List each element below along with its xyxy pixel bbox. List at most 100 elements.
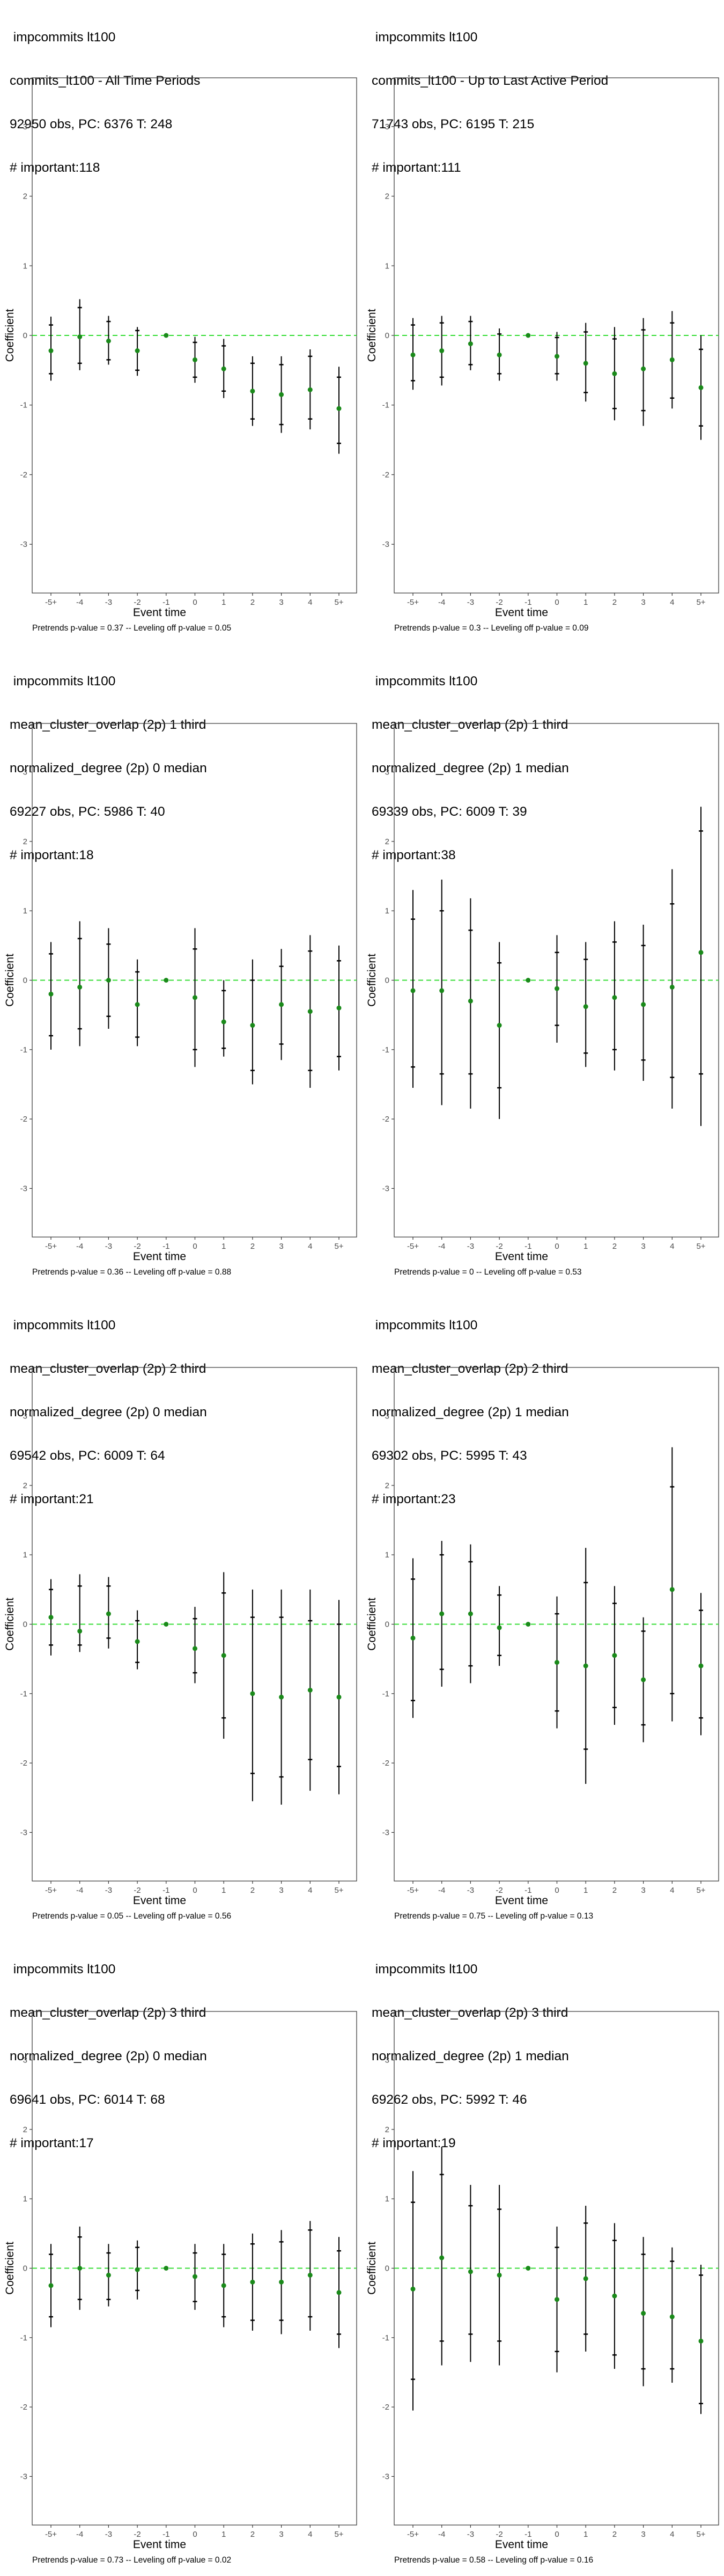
x-tick-label: 2 (612, 1242, 617, 1251)
title-line: 92950 obs, PC: 6376 T: 248 (10, 117, 173, 131)
y-tick-label: 0 (23, 331, 27, 340)
x-tick-label: 0 (193, 1242, 197, 1251)
x-tick-label: -5+ (407, 2530, 419, 2539)
y-axis-label: Coefficient (4, 1598, 16, 1651)
x-tick-label: -5+ (407, 1242, 419, 1251)
x-tick-label: 5+ (334, 1242, 343, 1251)
x-tick-label: 4 (308, 1242, 312, 1251)
x-tick-label: 0 (193, 1886, 197, 1895)
event-study-chart: 3 2 1 0 -1 -2 -3 Coefficient -5+ -4 -3 -2 -1 0 1 2 3 4 5+ E… (366, 77, 719, 619)
x-tick-label: 0 (193, 2530, 197, 2539)
y-tick-label: 3 (23, 122, 27, 131)
x-tick-label: 4 (670, 1242, 674, 1251)
x-tick-label: 4 (670, 1886, 674, 1895)
x-tick-label: -3 (467, 1886, 474, 1895)
y-tick-label: -2 (20, 2403, 27, 2412)
x-axis-label: Event time (133, 606, 186, 619)
y-tick-label: 2 (385, 2125, 389, 2134)
panel-commits-all-time: impcommits lt100 commits_lt100 - All Tim… (0, 0, 362, 644)
x-tick-label: 3 (279, 2530, 283, 2539)
y-tick-label: 3 (385, 2056, 389, 2065)
y-tick-label: -2 (382, 1115, 389, 1124)
x-tick-label: -4 (438, 1886, 445, 1895)
x-tick-label: 1 (583, 1242, 588, 1251)
estimate-point (612, 371, 617, 376)
x-tick-label: 2 (250, 598, 255, 607)
x-tick-label: 0 (555, 2530, 559, 2539)
title-line: impcommits lt100 (372, 1962, 478, 1977)
pvalue-footer: Pretrends p-value = 0.58 -- Leveling off… (394, 2556, 594, 2565)
y-axis-label: Coefficient (4, 309, 16, 362)
panel-title: impcommits lt100 mean_cluster_overlap (2… (10, 1289, 207, 1535)
x-tick-label: -5+ (407, 1886, 419, 1895)
estimate-point (526, 978, 531, 983)
x-tick-label: 4 (308, 1886, 312, 1895)
estimate-point (698, 1663, 704, 1668)
title-line: impcommits lt100 (372, 1318, 478, 1333)
estimate-point (307, 387, 313, 392)
pvalue-footer: Pretrends p-value = 0.3 -- Leveling off … (394, 624, 589, 633)
estimate-point (468, 1611, 473, 1616)
estimate-point (48, 1615, 54, 1620)
estimate-point (641, 1002, 646, 1007)
x-tick-label: -4 (76, 598, 83, 607)
estimate-point (250, 1691, 255, 1696)
estimate-point (612, 1653, 617, 1658)
x-tick-label: 2 (250, 1886, 255, 1895)
panel-overlap3-degree0: impcommits lt100 mean_cluster_overlap (2… (0, 1932, 362, 2576)
estimate-point (135, 348, 140, 354)
estimate-point (669, 2314, 675, 2319)
x-tick-label: 5+ (334, 1886, 343, 1895)
panel-overlap1-degree1: impcommits lt100 mean_cluster_overlap (2… (362, 644, 724, 1288)
x-axis-label: Event time (495, 2538, 548, 2551)
panel-overlap2-degree1: impcommits lt100 mean_cluster_overlap (2… (362, 1288, 724, 1932)
panel-commits-last-active: impcommits lt100 commits_lt100 - Up to L… (362, 0, 724, 644)
x-tick-label: 4 (670, 2530, 674, 2539)
y-axis-label: Coefficient (4, 2242, 16, 2295)
y-tick-label: -1 (382, 1045, 389, 1055)
y-tick-label: -3 (20, 2472, 27, 2481)
title-line: # important:38 (372, 848, 456, 862)
title-line: # important:23 (372, 1492, 456, 1506)
x-tick-label: 3 (641, 2530, 645, 2539)
x-tick-label: 3 (641, 1242, 645, 1251)
estimate-point (135, 2267, 140, 2272)
pvalue-footer: Pretrends p-value = 0.36 -- Leveling off… (32, 1268, 232, 1277)
title-line: mean_cluster_overlap (2p) 1 third (10, 718, 206, 732)
estimate-point (336, 406, 342, 411)
y-tick-label: -2 (382, 2403, 389, 2412)
title-line: mean_cluster_overlap (2p) 3 third (10, 2006, 206, 2020)
estimate-point (439, 2255, 445, 2260)
pvalue-footer: Pretrends p-value = 0.75 -- Leveling off… (394, 1912, 594, 1921)
title-line: normalized_degree (2p) 1 median (372, 761, 569, 775)
x-tick-label: -3 (467, 598, 474, 607)
estimate-point (106, 978, 111, 983)
estimate-point (497, 2272, 502, 2278)
estimate-point (250, 1023, 255, 1028)
pvalue-footer: Pretrends p-value = 0.05 -- Leveling off… (32, 1912, 232, 1921)
estimate-point (410, 1635, 416, 1641)
estimate-point (641, 2311, 646, 2316)
y-tick-label: -2 (382, 470, 389, 479)
x-tick-label: -2 (496, 2530, 503, 2539)
estimate-point (468, 998, 473, 1004)
y-tick-label: 0 (385, 1620, 389, 1629)
x-tick-label: 3 (641, 1886, 645, 1895)
x-tick-label: 5+ (696, 1886, 705, 1895)
title-line: mean_cluster_overlap (2p) 2 third (372, 1362, 568, 1376)
estimate-point (583, 361, 588, 366)
x-tick-label: -1 (162, 1886, 169, 1895)
x-tick-label: -3 (467, 1242, 474, 1251)
y-tick-label: 1 (385, 2194, 389, 2204)
y-tick-label: -1 (20, 1045, 27, 1055)
x-tick-label: 5+ (334, 598, 343, 607)
x-tick-label: -3 (105, 598, 112, 607)
panel-title: impcommits lt100 commits_lt100 - All Tim… (10, 1, 200, 204)
estimate-point (612, 995, 617, 1000)
estimate-point (279, 392, 284, 397)
x-tick-label: -2 (134, 598, 141, 607)
y-tick-label: -1 (20, 401, 27, 410)
x-tick-label: -5+ (45, 1242, 57, 1251)
event-study-chart: 3 2 1 0 -1 -2 -3 Coefficient -5+ -4 -3 -2 -1 0 1 2 3 4 5+ E… (4, 1367, 357, 1907)
title-line: commits_lt100 - Up to Last Active Period (372, 74, 609, 88)
